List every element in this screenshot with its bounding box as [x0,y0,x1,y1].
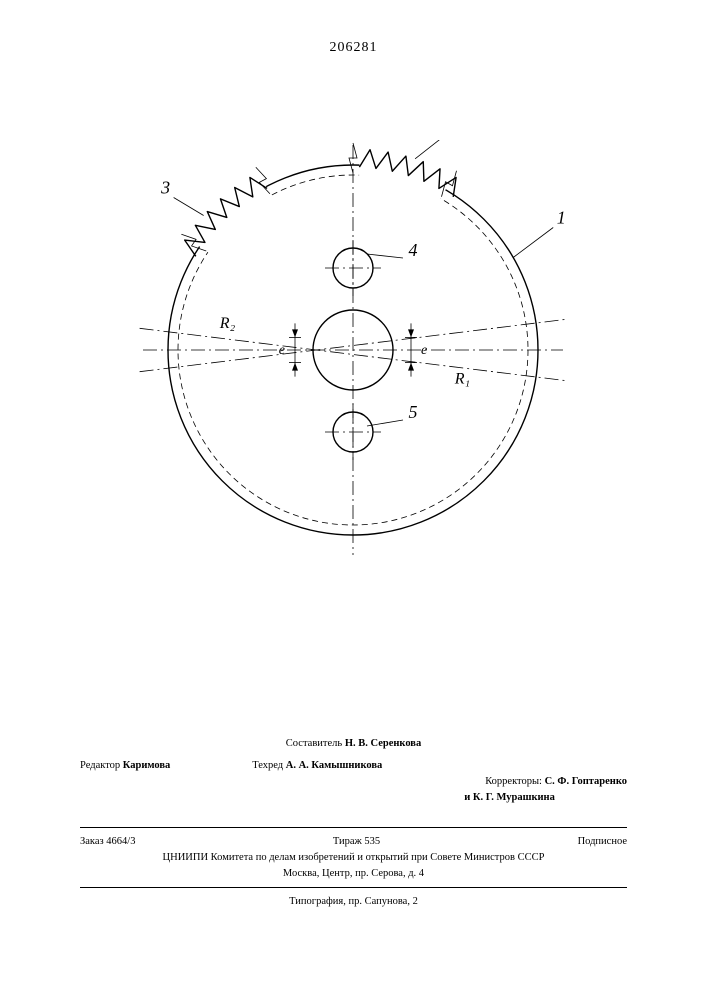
corrector1: С. Ф. Гоптаренко [545,776,627,787]
svg-text:R₁: R₁ [454,370,470,387]
svg-text:e: e [421,343,427,358]
techred-label: Техред [252,760,283,771]
printrun-value: 535 [364,836,380,847]
corrector2: и К. Г. Мурашкина [464,792,555,803]
printer: Типография, пр. Сапунова, 2 [80,894,627,910]
svg-text:4: 4 [409,240,418,260]
colophon: Составитель Н. В. Серенкова Редактор Кар… [80,736,627,910]
svg-text:e: e [279,343,285,358]
address: Москва, Центр, пр. Серова, д. 4 [80,866,627,882]
editor-name: Каримова [123,760,171,771]
printrun-label: Тираж [333,836,362,847]
correctors-label: Корректоры: [485,776,542,787]
svg-text:1: 1 [557,208,566,228]
order-value: 4664/3 [106,836,135,847]
svg-text:5: 5 [409,402,418,422]
compiler-label: Составитель [286,738,342,749]
techred-name: А. А. Камышникова [286,760,383,771]
divider-2 [80,887,627,888]
compiler-name: Н. В. Серенкова [345,738,421,749]
publisher: ЦНИИПИ Комитета по делам изобретений и о… [80,850,627,866]
document-number: 206281 [0,40,707,56]
editor-label: Редактор [80,760,120,771]
order-label: Заказ [80,836,104,847]
subscription: Подписное [578,834,627,850]
svg-text:3: 3 [160,178,170,198]
technical-figure: eeR₁R₂12345 [133,140,573,560]
divider-1 [80,827,627,828]
svg-text:R₂: R₂ [219,315,236,332]
